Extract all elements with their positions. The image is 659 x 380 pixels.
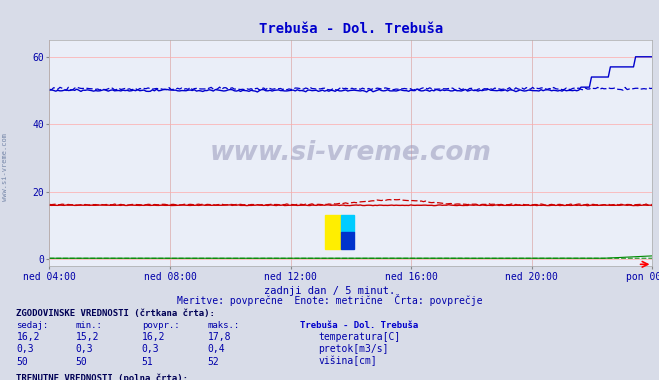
Bar [325, 215, 341, 249]
Text: višina[cm]: višina[cm] [318, 356, 377, 367]
Text: 0,3: 0,3 [16, 344, 34, 354]
Text: 16,2: 16,2 [142, 332, 165, 342]
Text: 50: 50 [16, 356, 28, 367]
Text: temperatura[C]: temperatura[C] [318, 332, 401, 342]
Text: ZGODOVINSKE VREDNOSTI (črtkana črta):: ZGODOVINSKE VREDNOSTI (črtkana črta): [16, 309, 215, 318]
Text: maks.:: maks.: [208, 321, 240, 330]
Text: 16,2: 16,2 [16, 332, 40, 342]
Bar [341, 232, 354, 249]
Text: Meritve: povprečne  Enote: metrične  Črta: povprečje: Meritve: povprečne Enote: metrične Črta:… [177, 294, 482, 306]
Text: 0,4: 0,4 [208, 344, 225, 354]
Text: 51: 51 [142, 356, 154, 367]
Text: zadnji dan / 5 minut.: zadnji dan / 5 minut. [264, 287, 395, 296]
Text: TRENUTNE VREDNOSTI (polna črta):: TRENUTNE VREDNOSTI (polna črta): [16, 374, 188, 380]
Text: www.si-vreme.com: www.si-vreme.com [2, 133, 9, 201]
Bar [341, 215, 354, 232]
Text: pretok[m3/s]: pretok[m3/s] [318, 344, 389, 354]
Text: 0,3: 0,3 [76, 344, 94, 354]
Text: 50: 50 [76, 356, 88, 367]
Text: sedaj:: sedaj: [16, 321, 49, 330]
Title: Trebuša - Dol. Trebuša: Trebuša - Dol. Trebuša [259, 22, 443, 36]
Text: 15,2: 15,2 [76, 332, 100, 342]
Text: Trebuša - Dol. Trebuša: Trebuša - Dol. Trebuša [300, 321, 418, 330]
Text: 52: 52 [208, 356, 219, 367]
Text: 0,3: 0,3 [142, 344, 159, 354]
Text: povpr.:: povpr.: [142, 321, 179, 330]
Text: www.si-vreme.com: www.si-vreme.com [210, 140, 492, 166]
Text: min.:: min.: [76, 321, 103, 330]
Text: 17,8: 17,8 [208, 332, 231, 342]
